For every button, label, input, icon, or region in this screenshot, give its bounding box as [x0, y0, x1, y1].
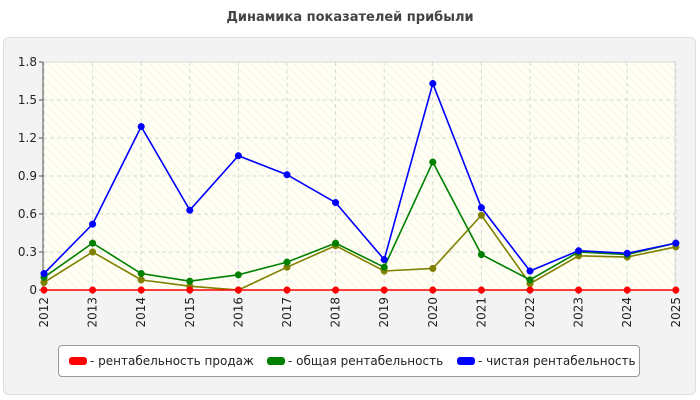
- data-point: [89, 220, 97, 228]
- legend-swatch-total: [267, 356, 285, 365]
- x-tick-label: 2018: [329, 297, 343, 328]
- legend-swatch-net: [457, 356, 475, 365]
- y-tick-label: 1.8: [18, 55, 37, 69]
- x-tick-label: 2023: [572, 297, 586, 328]
- data-point: [186, 206, 194, 214]
- series-line: [43, 213, 676, 291]
- legend-label-total: - общая рентабельность: [288, 354, 444, 368]
- data-point: [672, 239, 680, 247]
- data-point: [89, 248, 97, 256]
- data-point: [477, 204, 485, 212]
- series-line: [43, 160, 676, 282]
- data-point: [380, 256, 388, 264]
- data-point: [526, 286, 534, 294]
- data-point: [429, 264, 437, 273]
- x-tick-label: 2024: [620, 297, 634, 328]
- data-point: [477, 250, 485, 259]
- data-point: [477, 286, 485, 294]
- data-point: [429, 79, 437, 88]
- x-tick-label: 2016: [231, 297, 245, 328]
- data-point: [429, 286, 437, 294]
- data-point: [137, 123, 145, 131]
- data-point: [283, 286, 291, 294]
- data-point: [623, 286, 631, 294]
- data-point: [429, 158, 437, 166]
- y-tick-label: 0.6: [18, 207, 37, 221]
- data-point: [332, 199, 340, 207]
- data-point: [137, 286, 145, 294]
- y-tick-label: 0.3: [18, 245, 37, 259]
- y-tick-label: 0: [29, 283, 37, 297]
- y-tick-label: 0.9: [18, 169, 37, 183]
- data-point: [89, 239, 97, 247]
- data-point: [40, 286, 48, 294]
- x-tick-label: 2015: [183, 297, 197, 328]
- data-point: [477, 211, 485, 219]
- x-tick-label: 2012: [37, 297, 51, 328]
- data-point: [137, 269, 145, 278]
- legend-swatch-sales: [69, 356, 87, 365]
- data-point: [283, 258, 291, 266]
- x-tick-label: 2020: [426, 297, 440, 328]
- data-point: [332, 239, 340, 247]
- data-point: [332, 286, 340, 294]
- data-point: [526, 276, 534, 284]
- data-point: [234, 271, 242, 279]
- x-tick-label: 2013: [86, 297, 100, 328]
- x-tick-label: 2017: [280, 297, 294, 328]
- data-point: [234, 152, 242, 160]
- x-tick-label: 2019: [377, 297, 391, 328]
- y-tick-label: 1.2: [18, 131, 37, 145]
- legend-item-total: - общая рентабельность: [267, 354, 443, 370]
- legend-item-net: - чистая рентабельность: [457, 354, 636, 370]
- data-point: [672, 286, 680, 294]
- x-tick-label: 2014: [134, 297, 148, 328]
- data-point: [186, 277, 194, 285]
- series-line: [43, 81, 676, 275]
- data-point: [40, 269, 48, 278]
- y-tick-label: 1.5: [18, 93, 37, 107]
- data-point: [89, 286, 97, 294]
- data-point: [137, 276, 145, 284]
- series: [40, 79, 680, 294]
- data-point: [575, 286, 583, 294]
- data-point: [283, 171, 291, 179]
- legend-label-net: - чистая рентабельность: [478, 354, 636, 368]
- chart-legend: - рентабельность продаж - общая рентабел…: [58, 345, 640, 377]
- chart-title: Динамика показателей прибыли: [226, 10, 474, 25]
- data-point: [380, 263, 388, 271]
- data-point: [623, 249, 631, 257]
- legend-label-sales: - рентабельность продаж: [90, 354, 254, 368]
- data-point: [186, 286, 194, 294]
- legend-item-sales: - рентабельность продаж: [69, 354, 254, 370]
- data-point: [526, 267, 534, 275]
- x-tick-label: 2025: [669, 297, 683, 328]
- x-tick-label: 2022: [523, 297, 537, 328]
- data-point: [380, 286, 388, 294]
- x-tick-label: 2021: [474, 297, 488, 328]
- data-point: [234, 286, 242, 294]
- data-point: [575, 247, 583, 255]
